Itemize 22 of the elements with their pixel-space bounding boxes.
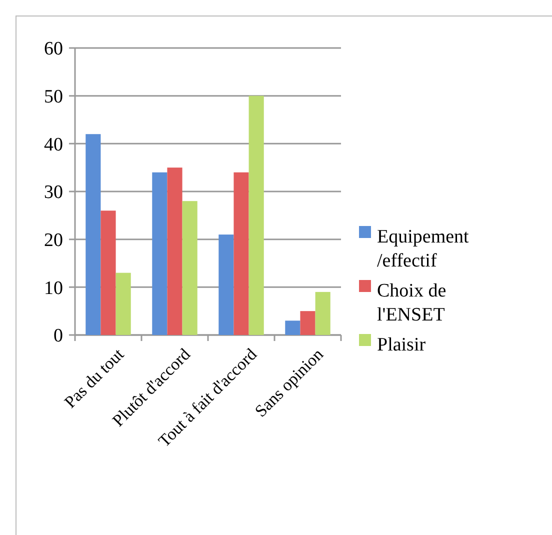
y-tick-label: 20	[44, 230, 63, 251]
y-tick-label: 10	[44, 278, 63, 299]
bar	[86, 134, 101, 335]
legend-label: Plaisir	[377, 334, 426, 356]
bar	[285, 320, 300, 335]
bar	[315, 292, 330, 335]
bar	[152, 172, 168, 335]
y-tick-label: 0	[54, 326, 63, 347]
bar	[116, 272, 131, 335]
bar	[234, 172, 249, 335]
legend-label: Equipement /effectif	[377, 226, 470, 272]
y-tick-label: 50	[44, 86, 63, 108]
y-tick-label: 40	[44, 134, 63, 156]
y-tick-label: 60	[44, 38, 63, 60]
bar	[100, 210, 116, 335]
y-tick-label: 30	[44, 182, 63, 204]
bar	[248, 96, 264, 335]
bar	[182, 201, 198, 335]
legend-label: Choix de l'ENSET	[377, 280, 446, 326]
bar	[218, 234, 234, 335]
bar	[167, 168, 182, 335]
bar	[300, 311, 316, 335]
